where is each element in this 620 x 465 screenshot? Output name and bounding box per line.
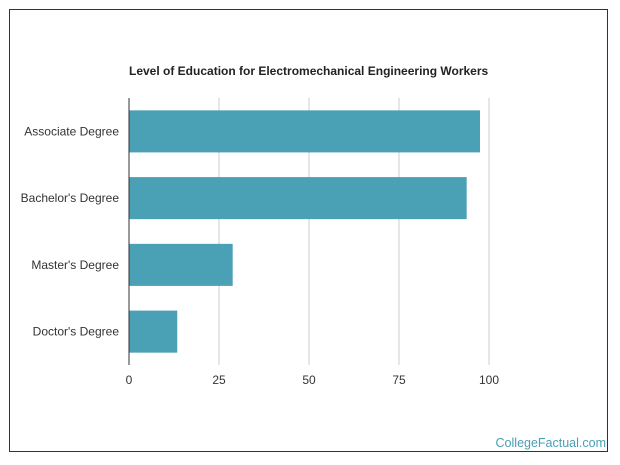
- x-tick-label: 0: [126, 373, 133, 387]
- x-tick-label: 75: [392, 373, 406, 387]
- category-labels: Associate Degree Bachelor's Degree Master'…: [21, 124, 120, 338]
- chart-title: Level of Education for Electromechanical…: [129, 64, 489, 78]
- category-label: Bachelor's Degree: [21, 191, 120, 205]
- bar[interactable]: [129, 110, 480, 153]
- x-tick-label: 50: [302, 373, 316, 387]
- bar[interactable]: [129, 310, 178, 353]
- x-tick-label: 100: [479, 373, 499, 387]
- category-label: Master's Degree: [31, 258, 119, 272]
- bars: [129, 110, 480, 353]
- bar[interactable]: [129, 243, 233, 286]
- tick-labels: 0 25 50 75 100: [126, 373, 500, 387]
- collegefactual-watermark[interactable]: CollegeFactual.com: [495, 436, 606, 450]
- x-tick-label: 25: [212, 373, 226, 387]
- chart-frame: [9, 9, 608, 452]
- category-label: Doctor's Degree: [33, 325, 120, 339]
- bar[interactable]: [129, 177, 467, 220]
- category-label: Associate Degree: [24, 124, 119, 138]
